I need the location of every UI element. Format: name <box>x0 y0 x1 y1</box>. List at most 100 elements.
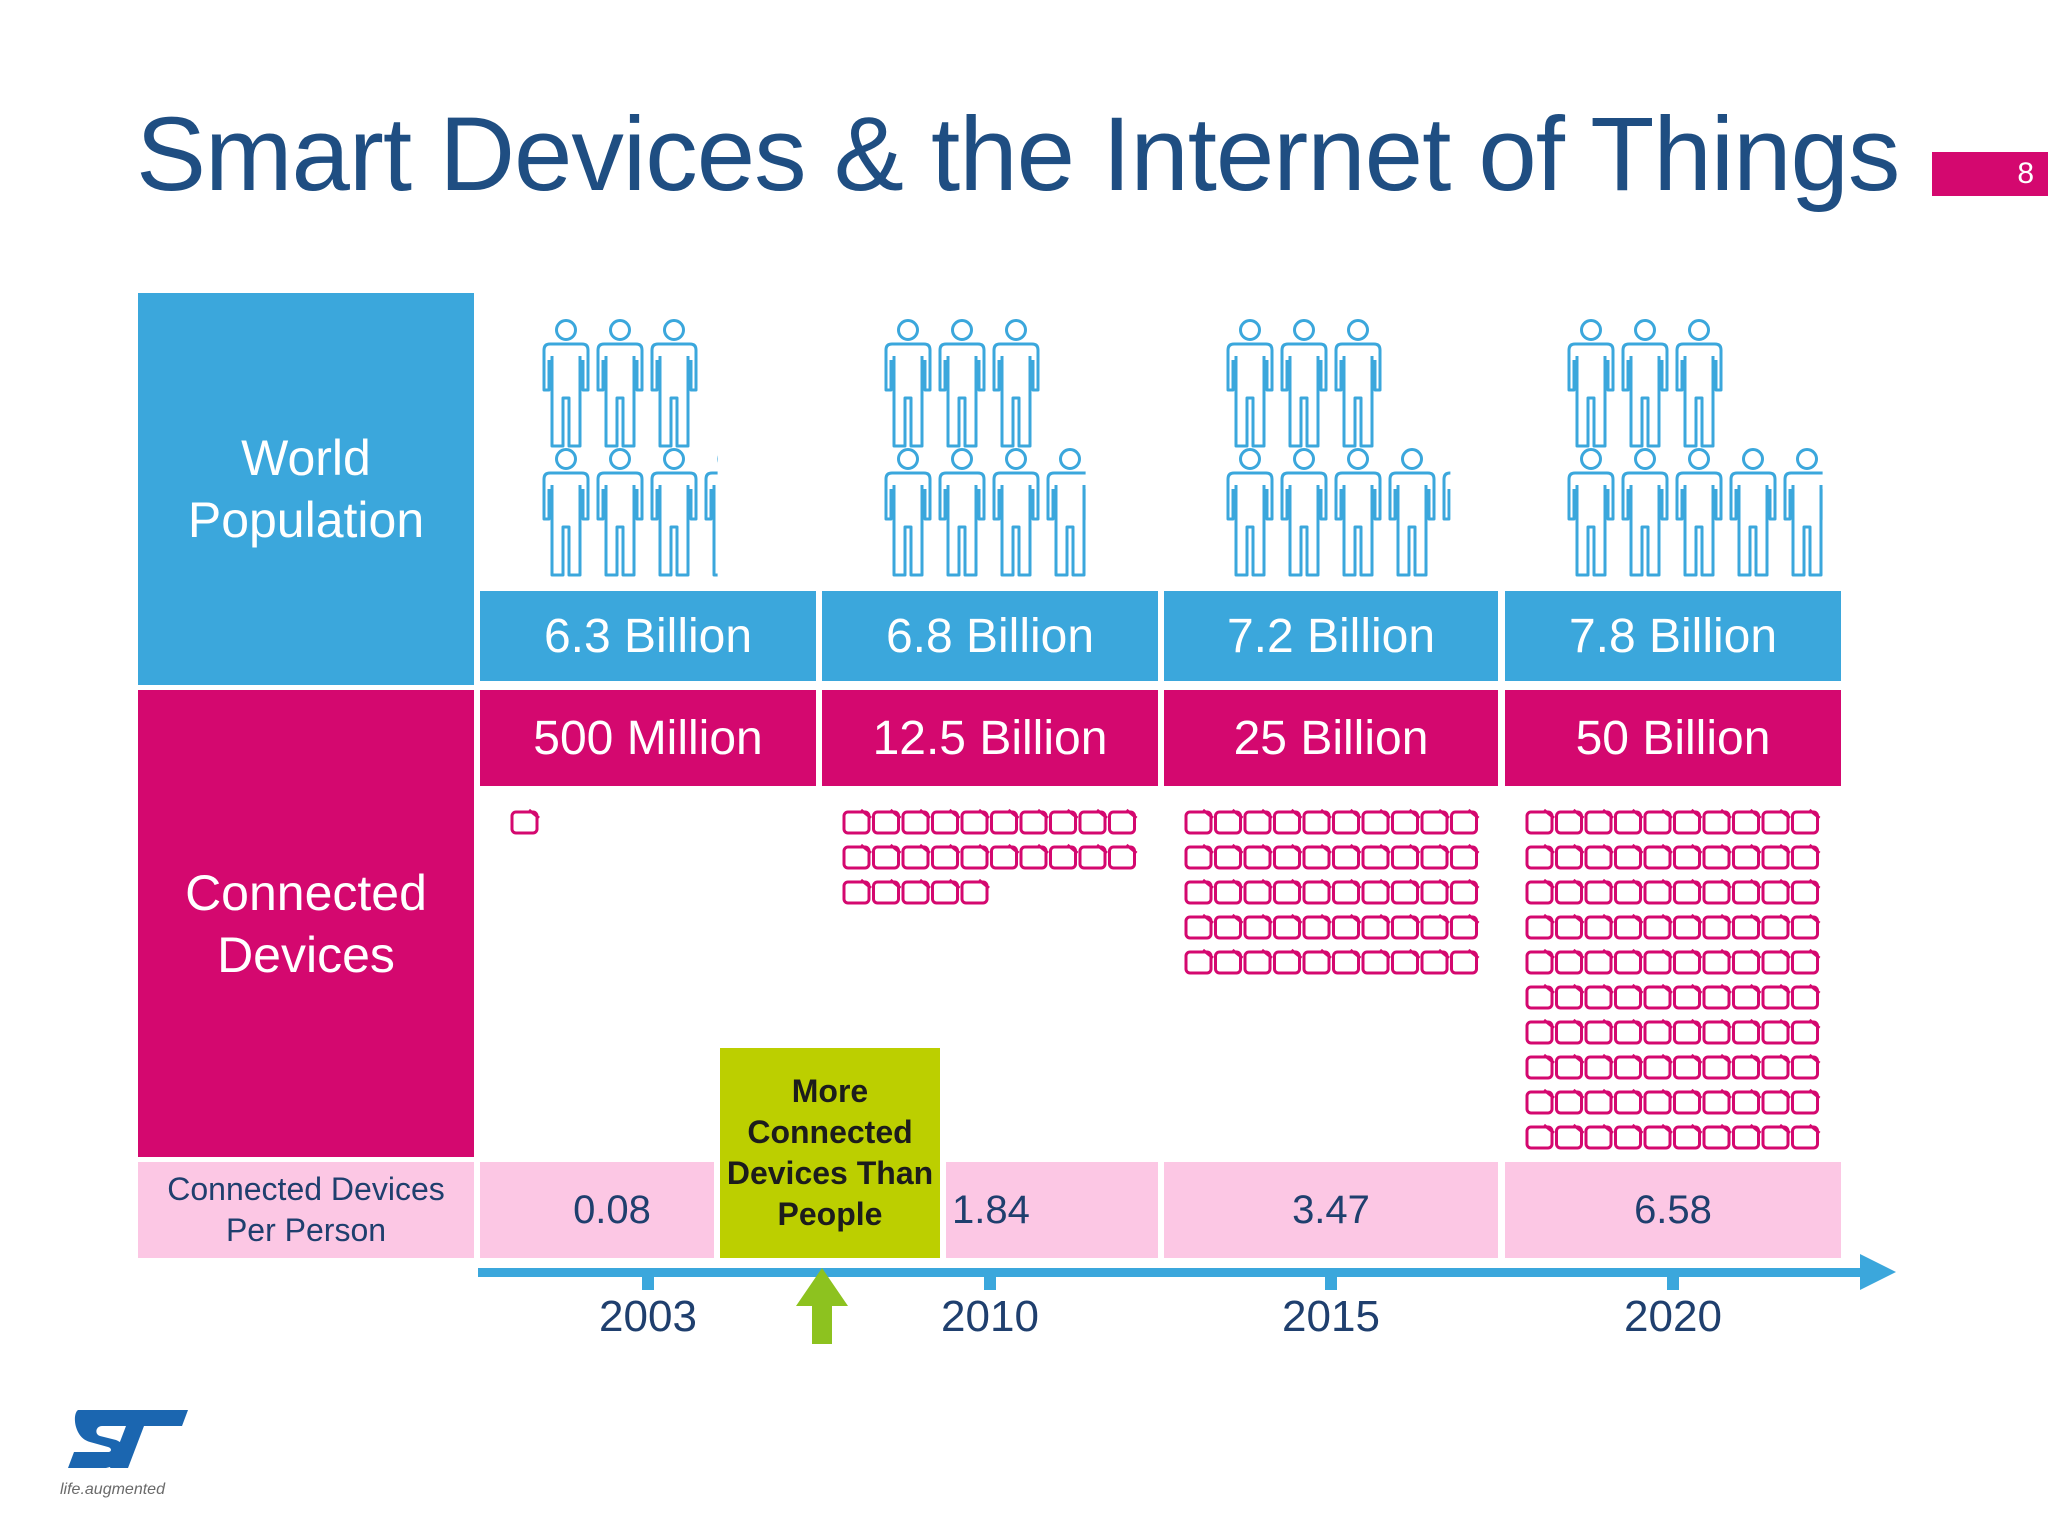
device-icon <box>1302 913 1332 940</box>
device-icon <box>1614 948 1644 975</box>
device-icon <box>1450 913 1480 940</box>
person-icon <box>992 448 1040 577</box>
year-label-2015: 2015 <box>1282 1292 1380 1341</box>
device-icon <box>842 878 872 905</box>
device-icon <box>1214 948 1244 975</box>
device-icon <box>1732 878 1762 905</box>
device-icon <box>901 808 931 835</box>
device-icon <box>872 878 902 905</box>
device-icon <box>510 808 540 835</box>
person-icon <box>1280 319 1328 448</box>
device-icon <box>1702 1088 1732 1115</box>
person-icon <box>596 319 644 448</box>
device-icon <box>1302 808 1332 835</box>
device-icon <box>1525 808 1555 835</box>
st-logo-mark <box>68 1410 188 1468</box>
person-icon <box>1226 448 1274 577</box>
device-icon <box>1525 1123 1555 1150</box>
device-icons-2010 <box>842 808 1138 905</box>
device-icon <box>1273 808 1303 835</box>
device-icon <box>931 843 961 870</box>
device-icon <box>1673 1123 1703 1150</box>
device-icon <box>990 808 1020 835</box>
device-icon <box>1732 948 1762 975</box>
device-icon <box>1761 1088 1791 1115</box>
device-icon <box>1643 1088 1673 1115</box>
device-icon <box>1525 878 1555 905</box>
device-icon <box>1525 983 1555 1010</box>
device-icon <box>1019 808 1049 835</box>
device-icon <box>1614 1088 1644 1115</box>
device-icon <box>1391 948 1421 975</box>
device-icon <box>1555 878 1585 905</box>
device-icon <box>1555 948 1585 975</box>
people-icons-2003 <box>542 319 718 577</box>
device-icon <box>1702 1123 1732 1150</box>
person-icon <box>1226 319 1274 448</box>
device-icon <box>1525 843 1555 870</box>
person-icon <box>1334 448 1382 577</box>
slide-title: Smart Devices & the Internet of Things <box>136 96 1900 213</box>
device-icon <box>1761 808 1791 835</box>
device-icon <box>1302 878 1332 905</box>
device-icon <box>1273 948 1303 975</box>
device-icon <box>1555 1018 1585 1045</box>
device-icon <box>1643 1123 1673 1150</box>
device-icon <box>1184 843 1214 870</box>
device-icon <box>1673 913 1703 940</box>
device-icon <box>1643 1053 1673 1080</box>
device-icon <box>1108 808 1138 835</box>
device-icon <box>1702 913 1732 940</box>
device-icon <box>1791 1018 1821 1045</box>
device-icon <box>1643 948 1673 975</box>
device-icon <box>1614 808 1644 835</box>
device-icon <box>1732 1018 1762 1045</box>
device-icon <box>1450 948 1480 975</box>
device-icon <box>1391 843 1421 870</box>
device-icon <box>1243 808 1273 835</box>
device-icon <box>1049 808 1079 835</box>
device-icon <box>1391 808 1421 835</box>
device-icon <box>960 878 990 905</box>
device-icon <box>1584 913 1614 940</box>
st-logo-tagline: life.augmented <box>60 1481 166 1498</box>
device-icon <box>931 878 961 905</box>
device-icon <box>1214 913 1244 940</box>
person-icon <box>650 448 698 577</box>
year-label-2003: 2003 <box>599 1292 697 1341</box>
device-icon <box>1420 878 1450 905</box>
device-icon <box>1673 1053 1703 1080</box>
device-icon <box>1791 948 1821 975</box>
people-icons-2015 <box>1226 319 1451 577</box>
population-2015: 7.2 Billion <box>1164 591 1498 681</box>
device-icons-2003 <box>510 808 540 835</box>
device-icon <box>1555 1088 1585 1115</box>
device-icon <box>1702 843 1732 870</box>
device-icon <box>1584 878 1614 905</box>
device-icon <box>1732 1123 1762 1150</box>
device-icon <box>1584 948 1614 975</box>
device-icon <box>1614 1123 1644 1150</box>
person-icon <box>542 448 590 577</box>
device-icon <box>1361 808 1391 835</box>
person-icon <box>884 448 932 577</box>
device-icon <box>1584 1053 1614 1080</box>
timeline-tick-2015 <box>1325 1270 1337 1290</box>
device-icon <box>1732 808 1762 835</box>
device-icon <box>1525 1053 1555 1080</box>
device-icon <box>1702 948 1732 975</box>
device-icon <box>1555 983 1585 1010</box>
population-2010: 6.8 Billion <box>822 591 1158 681</box>
device-icon <box>1361 843 1391 870</box>
device-icon <box>1184 808 1214 835</box>
device-icon <box>1643 1018 1673 1045</box>
device-icon <box>1555 913 1585 940</box>
device-icon <box>1614 1053 1644 1080</box>
device-icon <box>1450 878 1480 905</box>
devices-2015: 25 Billion <box>1164 690 1498 786</box>
device-icon <box>1761 878 1791 905</box>
device-icon <box>1761 1123 1791 1150</box>
device-icon <box>1702 808 1732 835</box>
device-icon <box>1420 948 1450 975</box>
